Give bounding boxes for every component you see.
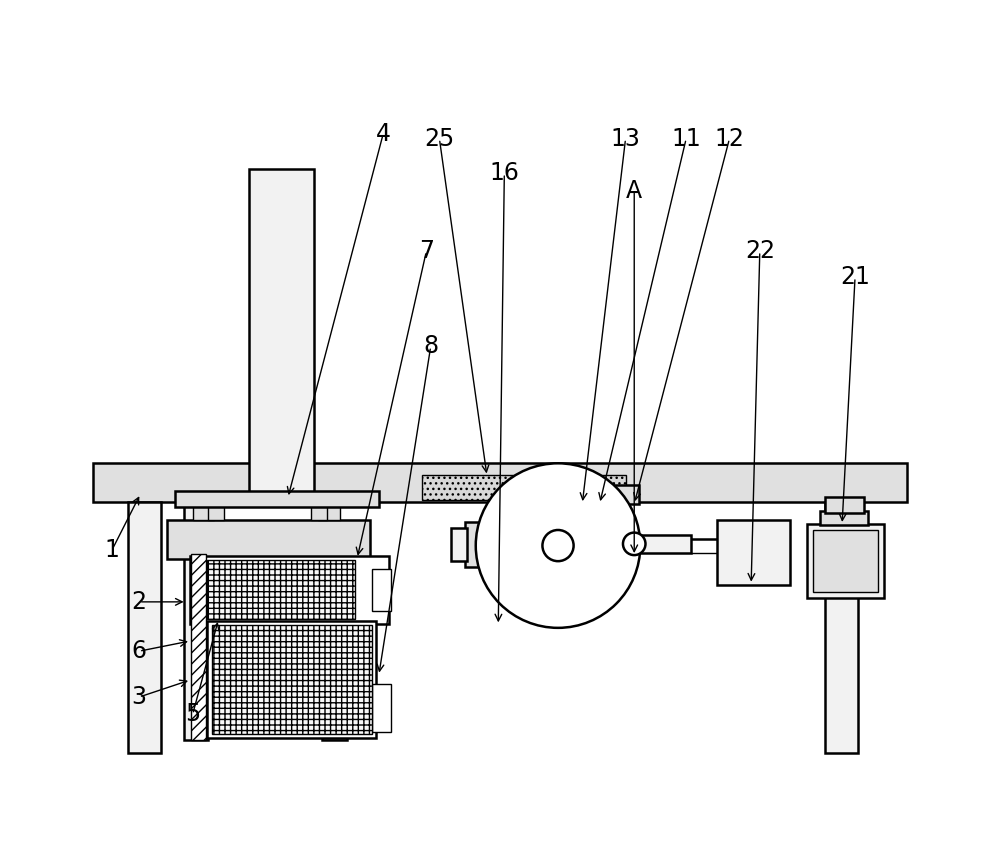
Text: 3: 3 bbox=[131, 685, 146, 709]
Bar bbox=[372, 684, 391, 732]
Bar bbox=[372, 569, 391, 611]
Bar bbox=[322, 585, 347, 740]
Text: 1: 1 bbox=[105, 538, 119, 562]
Text: 16: 16 bbox=[489, 161, 519, 185]
Text: 7: 7 bbox=[419, 239, 434, 263]
Bar bbox=[591, 535, 691, 553]
Bar bbox=[807, 524, 884, 598]
Text: 22: 22 bbox=[745, 239, 775, 263]
Bar bbox=[813, 530, 878, 592]
Bar bbox=[451, 528, 467, 561]
Bar bbox=[825, 502, 858, 753]
Circle shape bbox=[542, 530, 574, 561]
Bar bbox=[578, 580, 594, 591]
Bar bbox=[311, 498, 327, 520]
Bar bbox=[93, 463, 907, 502]
Text: 8: 8 bbox=[423, 334, 438, 359]
Bar bbox=[249, 169, 314, 498]
Bar bbox=[193, 504, 214, 520]
Bar bbox=[175, 491, 379, 507]
Bar bbox=[190, 556, 389, 624]
Bar bbox=[184, 502, 208, 740]
Text: 21: 21 bbox=[840, 265, 870, 289]
Bar bbox=[207, 560, 355, 619]
Circle shape bbox=[476, 463, 640, 628]
Bar bbox=[608, 541, 627, 552]
Bar bbox=[208, 498, 224, 520]
Bar bbox=[212, 625, 372, 734]
Bar bbox=[167, 520, 370, 559]
Text: 6: 6 bbox=[131, 639, 146, 663]
Text: 25: 25 bbox=[424, 126, 455, 151]
Text: 11: 11 bbox=[671, 126, 701, 151]
Bar bbox=[597, 580, 613, 591]
Bar bbox=[716, 520, 790, 585]
Bar bbox=[465, 522, 502, 567]
Bar bbox=[318, 504, 340, 520]
Bar bbox=[820, 511, 868, 525]
Text: 13: 13 bbox=[611, 126, 641, 151]
Text: 4: 4 bbox=[376, 122, 391, 146]
Text: 2: 2 bbox=[131, 590, 146, 614]
Bar bbox=[128, 502, 161, 753]
Circle shape bbox=[623, 533, 645, 555]
Text: 5: 5 bbox=[185, 702, 200, 727]
Bar bbox=[207, 621, 376, 738]
Bar bbox=[825, 497, 864, 513]
Bar bbox=[191, 554, 206, 740]
Bar bbox=[574, 500, 621, 589]
Bar bbox=[422, 475, 626, 500]
Text: A: A bbox=[626, 178, 642, 203]
Bar bbox=[556, 485, 639, 504]
Text: 12: 12 bbox=[715, 126, 744, 151]
